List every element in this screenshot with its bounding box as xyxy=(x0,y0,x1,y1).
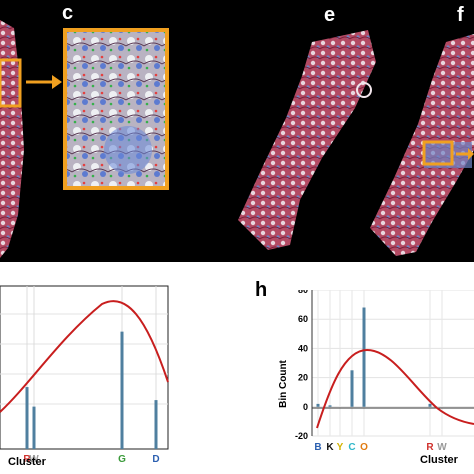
bar xyxy=(25,387,29,449)
bar xyxy=(350,370,354,407)
microscopy-panel-row: c e f xyxy=(0,0,474,262)
bar xyxy=(328,405,332,407)
y-tick-label: 40 xyxy=(298,343,308,353)
panel-label-c: c xyxy=(62,2,74,24)
tissue-section-left xyxy=(0,20,24,258)
panel-label-f: f xyxy=(457,4,464,26)
y-tick-label: 80 xyxy=(298,290,308,295)
fit-curve xyxy=(316,348,474,429)
tick-label: O xyxy=(360,442,368,453)
y-tick-label: -20 xyxy=(295,431,308,441)
tick-label: G xyxy=(118,454,126,465)
tick-label: R xyxy=(23,454,31,465)
tissue-section-f xyxy=(370,34,474,256)
tick-label: R xyxy=(426,442,434,453)
fit-curve xyxy=(0,300,169,413)
tick-label: Y xyxy=(337,442,344,453)
tick-label: B xyxy=(314,442,321,453)
microscopy-images xyxy=(0,20,474,258)
panel-label-h: h xyxy=(255,279,268,301)
arrow-icon-f xyxy=(468,148,474,160)
tissue-section-e xyxy=(238,30,376,250)
y-axis-label: Bin Count xyxy=(278,359,289,407)
tick-label: W xyxy=(29,454,39,465)
y-tick-label: 0 xyxy=(303,402,308,412)
tick-label: W xyxy=(437,442,447,453)
bar xyxy=(32,406,36,449)
x-axis-label: Cluster xyxy=(8,456,47,468)
highlight-box-f xyxy=(422,140,454,166)
y-tick-label: 60 xyxy=(298,314,308,324)
y-tick-label: 20 xyxy=(298,373,308,383)
tick-label: C xyxy=(348,442,355,453)
plot-frame xyxy=(0,285,169,450)
tick-label: K xyxy=(326,442,334,453)
zoom-highlight-box xyxy=(63,28,169,190)
highlight-box-left xyxy=(0,58,22,108)
bar xyxy=(154,400,158,449)
bar xyxy=(316,403,320,407)
bar xyxy=(362,307,366,407)
x-axis-label: Cluster xyxy=(420,454,459,466)
tick-label: D xyxy=(152,454,159,465)
panel-label-e: e xyxy=(324,4,336,26)
arrow-icon xyxy=(52,75,62,89)
bar xyxy=(428,403,432,407)
bar xyxy=(120,331,124,449)
cluster-chart-left: RW G D Cluster xyxy=(0,285,169,468)
